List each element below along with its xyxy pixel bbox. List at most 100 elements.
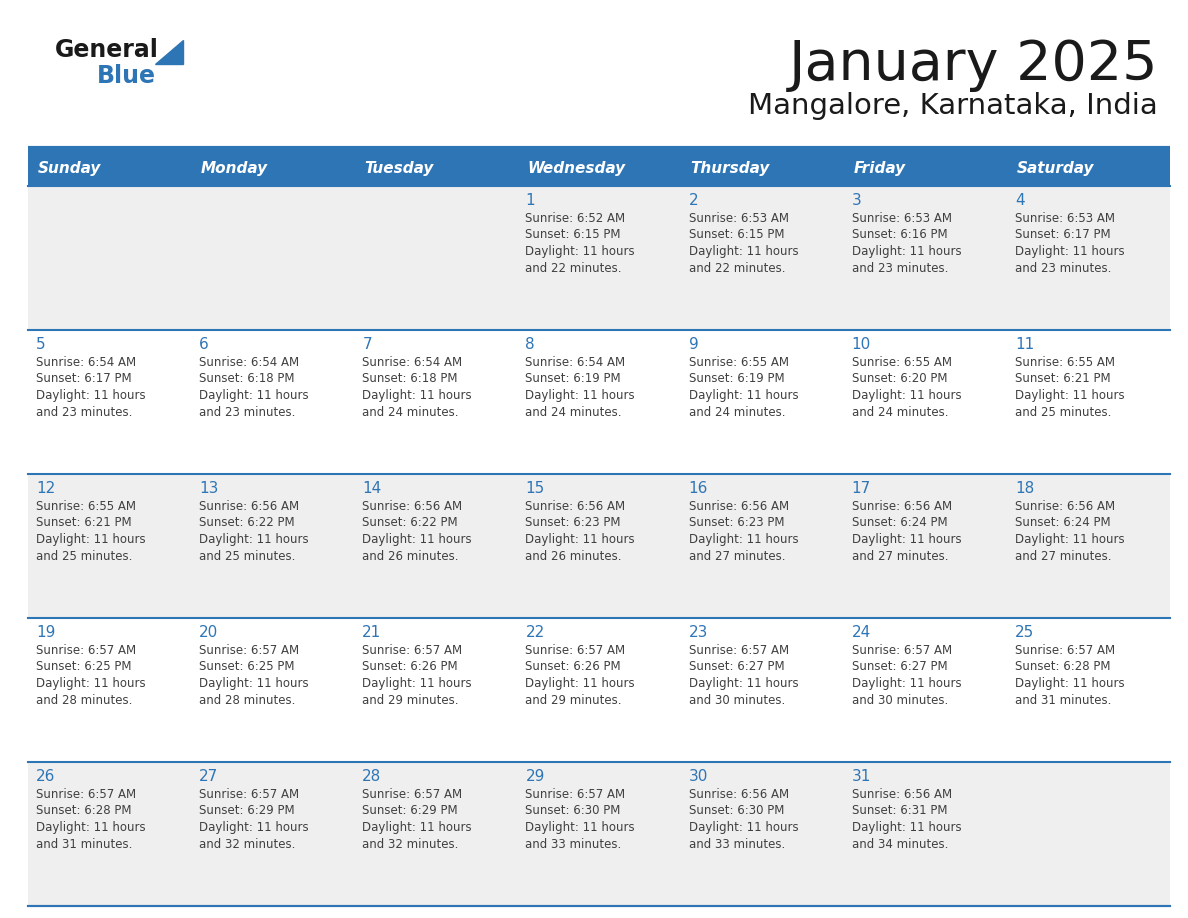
Text: and 25 minutes.: and 25 minutes. [36,550,132,563]
Text: Daylight: 11 hours: Daylight: 11 hours [200,677,309,690]
Text: Sunrise: 6:56 AM: Sunrise: 6:56 AM [362,500,462,513]
Text: 13: 13 [200,481,219,496]
Text: 16: 16 [689,481,708,496]
Text: Sunday: Sunday [38,161,101,175]
Text: Sunrise: 6:55 AM: Sunrise: 6:55 AM [852,356,952,369]
Text: Daylight: 11 hours: Daylight: 11 hours [852,389,961,402]
Text: Sunrise: 6:53 AM: Sunrise: 6:53 AM [1015,212,1114,225]
Bar [518,474,681,618]
Text: Daylight: 11 hours: Daylight: 11 hours [362,533,472,546]
Bar [1007,762,1170,906]
Text: 21: 21 [362,625,381,640]
Text: and 29 minutes.: and 29 minutes. [525,693,623,707]
Text: and 27 minutes.: and 27 minutes. [689,550,785,563]
Bar [1007,186,1170,330]
Text: and 24 minutes.: and 24 minutes. [852,406,948,419]
Text: Daylight: 11 hours: Daylight: 11 hours [852,677,961,690]
Text: Daylight: 11 hours: Daylight: 11 hours [852,245,961,258]
Text: Sunrise: 6:55 AM: Sunrise: 6:55 AM [36,500,135,513]
Text: Daylight: 11 hours: Daylight: 11 hours [852,821,961,834]
Text: Sunrise: 6:56 AM: Sunrise: 6:56 AM [852,500,952,513]
Text: and 23 minutes.: and 23 minutes. [1015,262,1111,274]
Bar [518,330,681,474]
Text: Sunrise: 6:57 AM: Sunrise: 6:57 AM [525,644,626,657]
Text: Daylight: 11 hours: Daylight: 11 hours [689,245,798,258]
Bar [518,186,681,330]
Bar [1007,330,1170,474]
Text: and 22 minutes.: and 22 minutes. [689,262,785,274]
Text: and 28 minutes.: and 28 minutes. [200,693,296,707]
Text: Daylight: 11 hours: Daylight: 11 hours [1015,533,1125,546]
Bar [843,618,1007,762]
Text: and 22 minutes.: and 22 minutes. [525,262,623,274]
Bar [29,474,191,618]
Text: Sunrise: 6:56 AM: Sunrise: 6:56 AM [689,788,789,801]
Bar [191,618,354,762]
Text: Sunset: 6:25 PM: Sunset: 6:25 PM [36,660,132,674]
Text: Daylight: 11 hours: Daylight: 11 hours [525,677,636,690]
Text: Sunset: 6:16 PM: Sunset: 6:16 PM [852,229,947,241]
Text: Daylight: 11 hours: Daylight: 11 hours [36,821,146,834]
Text: Sunrise: 6:57 AM: Sunrise: 6:57 AM [36,788,137,801]
Text: Sunset: 6:28 PM: Sunset: 6:28 PM [36,804,132,818]
Text: and 33 minutes.: and 33 minutes. [525,837,621,850]
Text: and 31 minutes.: and 31 minutes. [36,837,132,850]
Text: Sunrise: 6:54 AM: Sunrise: 6:54 AM [525,356,626,369]
Text: and 26 minutes.: and 26 minutes. [525,550,623,563]
Text: 24: 24 [852,625,871,640]
Text: Thursday: Thursday [690,161,770,175]
Text: Mangalore, Karnataka, India: Mangalore, Karnataka, India [748,92,1158,120]
Text: Sunset: 6:28 PM: Sunset: 6:28 PM [1015,660,1111,674]
Text: 28: 28 [362,769,381,784]
Text: Daylight: 11 hours: Daylight: 11 hours [36,677,146,690]
Text: Daylight: 11 hours: Daylight: 11 hours [36,389,146,402]
Text: and 30 minutes.: and 30 minutes. [689,693,785,707]
Text: Sunset: 6:23 PM: Sunset: 6:23 PM [525,517,621,530]
Text: and 27 minutes.: and 27 minutes. [1015,550,1111,563]
Bar [843,762,1007,906]
Text: Sunset: 6:31 PM: Sunset: 6:31 PM [852,804,947,818]
Text: and 33 minutes.: and 33 minutes. [689,837,785,850]
Text: 5: 5 [36,337,45,352]
Text: Sunrise: 6:57 AM: Sunrise: 6:57 AM [200,788,299,801]
Text: 9: 9 [689,337,699,352]
Text: Sunrise: 6:53 AM: Sunrise: 6:53 AM [689,212,789,225]
Text: and 24 minutes.: and 24 minutes. [689,406,785,419]
Text: and 34 minutes.: and 34 minutes. [852,837,948,850]
Text: Sunset: 6:18 PM: Sunset: 6:18 PM [362,373,457,386]
Text: Tuesday: Tuesday [365,161,434,175]
Bar [1007,474,1170,618]
Bar [354,618,518,762]
Text: 4: 4 [1015,193,1024,208]
Text: Sunset: 6:21 PM: Sunset: 6:21 PM [1015,373,1111,386]
Text: General: General [55,38,159,62]
Bar [843,148,1007,186]
Text: Sunrise: 6:54 AM: Sunrise: 6:54 AM [200,356,299,369]
Text: and 23 minutes.: and 23 minutes. [200,406,296,419]
Text: 29: 29 [525,769,545,784]
Text: Daylight: 11 hours: Daylight: 11 hours [362,821,472,834]
Text: Daylight: 11 hours: Daylight: 11 hours [36,533,146,546]
Text: 20: 20 [200,625,219,640]
Text: Daylight: 11 hours: Daylight: 11 hours [525,821,636,834]
Text: Sunrise: 6:53 AM: Sunrise: 6:53 AM [852,212,952,225]
Text: Sunrise: 6:57 AM: Sunrise: 6:57 AM [362,788,462,801]
Text: Sunset: 6:26 PM: Sunset: 6:26 PM [362,660,457,674]
Bar [191,148,354,186]
Text: 7: 7 [362,337,372,352]
Text: 19: 19 [36,625,56,640]
Bar [191,762,354,906]
Bar [681,148,843,186]
Text: and 24 minutes.: and 24 minutes. [525,406,623,419]
Text: and 25 minutes.: and 25 minutes. [1015,406,1111,419]
Text: Sunset: 6:15 PM: Sunset: 6:15 PM [689,229,784,241]
Text: and 24 minutes.: and 24 minutes. [362,406,459,419]
Text: Sunset: 6:23 PM: Sunset: 6:23 PM [689,517,784,530]
Text: 11: 11 [1015,337,1034,352]
Text: Sunrise: 6:57 AM: Sunrise: 6:57 AM [1015,644,1116,657]
Text: and 32 minutes.: and 32 minutes. [200,837,296,850]
Text: Monday: Monday [201,161,268,175]
Text: 15: 15 [525,481,544,496]
Text: Blue: Blue [97,64,156,88]
Text: Sunrise: 6:56 AM: Sunrise: 6:56 AM [689,500,789,513]
